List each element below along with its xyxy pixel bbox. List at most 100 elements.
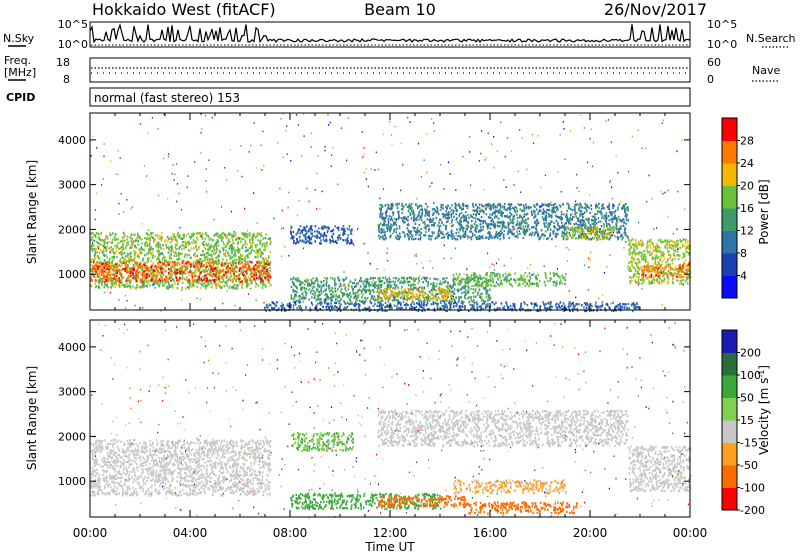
heatmap-cell	[214, 233, 217, 236]
heatmap-cell	[296, 239, 299, 243]
heatmap-cell	[413, 217, 415, 220]
heatmap-cell	[582, 224, 585, 227]
heatmap-cell	[181, 281, 184, 284]
heatmap-cell	[496, 273, 498, 276]
heatmap-cell	[107, 271, 110, 274]
heatmap-cell	[153, 270, 156, 273]
heatmap-cell	[260, 235, 263, 238]
heatmap-cell	[409, 212, 411, 215]
heatmap-cell	[188, 287, 190, 290]
heatmap-cell	[130, 266, 132, 270]
heatmap-cell	[476, 224, 479, 227]
heatmap-cell	[565, 215, 567, 218]
heatmap-cell	[126, 241, 128, 245]
heatmap-cell	[501, 231, 503, 234]
heatmap-cell	[377, 286, 380, 289]
heatmap-cell	[373, 283, 376, 286]
heatmap-cell	[134, 257, 136, 260]
heatmap-cell	[147, 237, 149, 240]
heatmap-cell	[177, 271, 180, 274]
heatmap-cell	[467, 291, 469, 294]
heatmap-cell	[109, 234, 112, 237]
heatmap-cell	[252, 276, 255, 279]
heatmap-cell	[430, 288, 433, 291]
heatmap-cell	[148, 274, 151, 278]
heatmap-cell	[185, 234, 188, 237]
heatmap-cell	[463, 278, 465, 281]
heatmap-cell	[525, 203, 527, 206]
heatmap-cell	[217, 262, 220, 265]
heatmap-cell	[291, 281, 294, 284]
heatmap-cell	[337, 236, 339, 239]
heatmap-cell	[215, 286, 217, 289]
heatmap-cell	[238, 259, 241, 262]
heatmap-cell	[104, 247, 106, 250]
heatmap-cell	[160, 269, 163, 272]
heatmap-cell	[226, 280, 228, 283]
heatmap-cell	[551, 204, 553, 207]
heatmap-cell	[161, 279, 164, 282]
heatmap-cell	[188, 253, 190, 257]
heatmap-cell	[292, 237, 294, 240]
heatmap-cell	[116, 246, 119, 249]
heatmap-cell	[239, 253, 242, 256]
heatmap-cell	[370, 276, 372, 279]
heatmap-cell	[498, 203, 501, 206]
heatmap-cell	[152, 283, 154, 286]
heatmap-cell	[439, 208, 442, 212]
heatmap-cell	[526, 283, 528, 286]
heatmap-cell	[130, 275, 132, 278]
heatmap-cell	[466, 273, 468, 276]
heatmap-cell	[249, 268, 251, 272]
heatmap-cell	[472, 202, 474, 206]
heatmap-cell	[237, 241, 240, 244]
heatmap-cell	[480, 210, 482, 213]
heatmap-cell	[256, 234, 258, 237]
heatmap-cell	[193, 232, 196, 236]
heatmap-cell	[385, 288, 388, 291]
heatmap-cell	[122, 247, 125, 250]
heatmap-cell	[405, 203, 407, 206]
heatmap-cell	[200, 282, 202, 285]
heatmap-cell	[418, 210, 420, 213]
heatmap-cell	[463, 219, 466, 222]
heatmap-cell	[334, 277, 336, 280]
heatmap-cell	[461, 286, 464, 289]
heatmap-cell	[445, 210, 447, 213]
heatmap-cell	[318, 227, 320, 230]
heatmap-cell	[446, 298, 448, 301]
heatmap-cell	[108, 259, 111, 262]
heatmap-cell	[136, 272, 138, 275]
heatmap-cell	[121, 284, 123, 287]
heatmap-cell	[334, 240, 336, 244]
heatmap-cell	[390, 234, 392, 237]
heatmap-cell	[404, 216, 406, 219]
heatmap-cell	[388, 281, 390, 284]
heatmap-cell	[481, 204, 484, 208]
heatmap-cell	[108, 266, 111, 269]
heatmap-cell	[215, 269, 218, 272]
heatmap-cell	[102, 271, 104, 274]
heatmap-cell	[344, 229, 346, 232]
heatmap-cell	[201, 242, 204, 245]
heatmap-cell	[94, 286, 97, 289]
heatmap-cell	[128, 279, 131, 282]
heatmap-cell	[294, 278, 297, 281]
heatmap-cell	[124, 258, 126, 261]
heatmap-cell	[124, 268, 126, 271]
heatmap-cell	[431, 231, 433, 234]
heatmap-cell	[360, 280, 363, 283]
heatmap-cell	[185, 245, 187, 248]
heatmap-cell	[109, 261, 111, 264]
heatmap-cell	[510, 283, 512, 286]
heatmap-cell	[580, 225, 583, 228]
heatmap-cell	[141, 242, 143, 245]
heatmap-cell	[364, 280, 367, 283]
heatmap-cell	[403, 205, 405, 208]
freq-label-line1: Freq.	[4, 54, 31, 67]
cpid-panel: CPID normal (fast stereo) 153	[6, 87, 691, 107]
heatmap-cell	[207, 283, 210, 286]
heatmap-cell	[113, 272, 115, 275]
heatmap-cell	[432, 224, 434, 227]
heatmap-cell	[207, 272, 209, 275]
